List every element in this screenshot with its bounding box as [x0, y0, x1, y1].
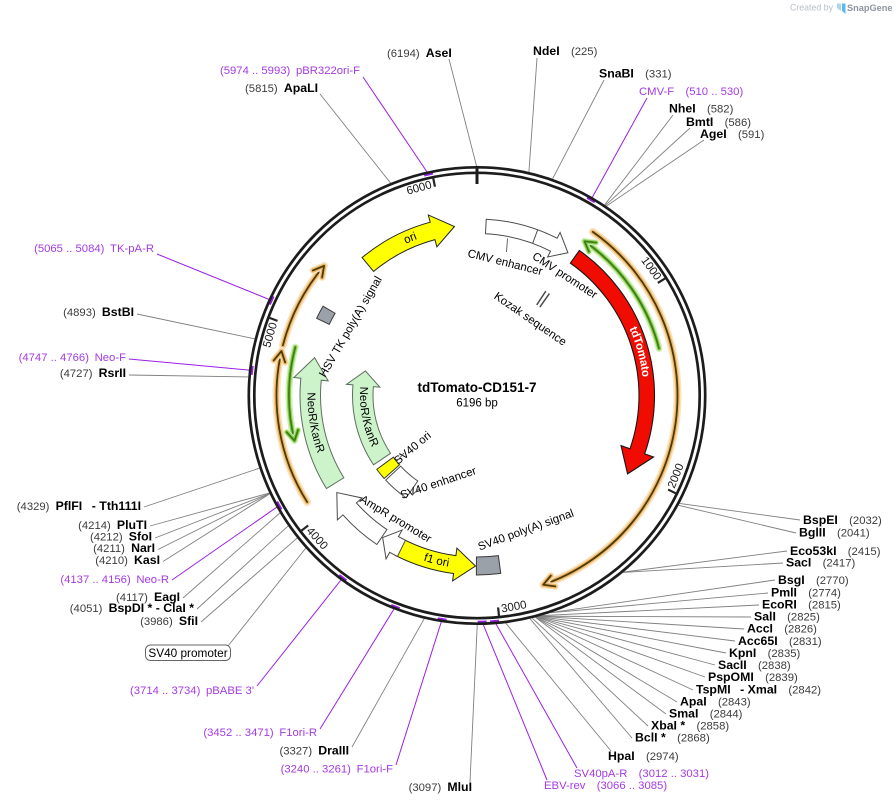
- svg-text:(5974 .. 5993) pBR322ori-F: (5974 .. 5993) pBR322ori-F: [220, 65, 360, 77]
- svg-text:(3986) SfiI: (3986) SfiI: [140, 614, 198, 628]
- svg-text:(5065 .. 5084) TK-pA-R: (5065 .. 5084) TK-pA-R: [34, 243, 154, 255]
- svg-text:(5815) ApaLI: (5815) ApaLI: [245, 81, 318, 95]
- svg-text:(3714 .. 3734) pBABE 3': (3714 .. 3734) pBABE 3': [130, 685, 254, 697]
- svg-text:BglII (2041): BglII (2041): [799, 526, 870, 540]
- svg-text:(4727) RsrII: (4727) RsrII: [60, 366, 126, 380]
- svg-text:SV40pA-R (3012 .. 3031): SV40pA-R (3012 .. 3031): [574, 768, 709, 780]
- svg-text:(4893) BstBI: (4893) BstBI: [63, 305, 134, 319]
- svg-text:(4051) BspDI * - ClaI *: (4051) BspDI * - ClaI *: [70, 601, 194, 615]
- svg-text:SnapGene: SnapGene: [847, 3, 892, 13]
- svg-text:NheI (582): NheI (582): [669, 102, 734, 116]
- svg-text:(3240 .. 3261) F1ori-F: (3240 .. 3261) F1ori-F: [281, 764, 393, 776]
- svg-text:TspMI - XmaI (2842): TspMI - XmaI (2842): [696, 683, 821, 697]
- svg-text:(3327) DraIII: (3327) DraIII: [279, 744, 349, 758]
- svg-text:EBV-rev (3066 .. 3085): EBV-rev (3066 .. 3085): [544, 780, 667, 792]
- svg-text:HpaI (2974): HpaI (2974): [608, 749, 679, 763]
- svg-text:(4137 .. 4156) Neo-R: (4137 .. 4156) Neo-R: [60, 574, 169, 586]
- svg-text:(4210) KasI: (4210) KasI: [95, 553, 160, 567]
- svg-text:(3097) MluI: (3097) MluI: [409, 780, 472, 794]
- svg-text:(4329) PflFI - Tth111I: (4329) PflFI - Tth111I: [17, 499, 141, 513]
- svg-text:(4747 .. 4766) Neo-F: (4747 .. 4766) Neo-F: [19, 352, 126, 364]
- svg-text:(6194) AseI: (6194) AseI: [387, 46, 452, 60]
- svg-text:NdeI (225): NdeI (225): [533, 44, 598, 58]
- svg-text:SV40 promoter: SV40 promoter: [148, 646, 227, 660]
- svg-text:CMV-F (510 .. 530): CMV-F (510 .. 530): [639, 86, 743, 98]
- svg-text:tdTomato-CD151-7: tdTomato-CD151-7: [417, 380, 536, 395]
- svg-text:SacI (2417): SacI (2417): [786, 556, 855, 570]
- svg-text:BclI * (2868): BclI * (2868): [635, 731, 710, 745]
- svg-text:6196 bp: 6196 bp: [456, 398, 498, 410]
- svg-text:Created by: Created by: [790, 3, 834, 13]
- svg-text:(3452 .. 3471) F1ori-R: (3452 .. 3471) F1ori-R: [203, 727, 317, 739]
- svg-text:SnaBI (331): SnaBI (331): [599, 67, 672, 81]
- svg-text:AgeI (591): AgeI (591): [700, 127, 765, 141]
